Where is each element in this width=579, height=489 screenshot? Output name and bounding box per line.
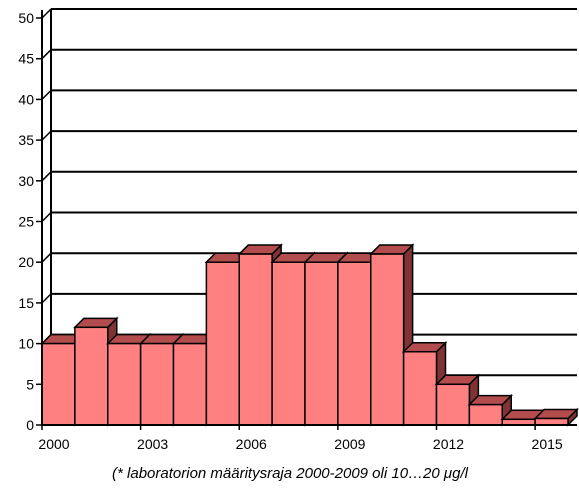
bar-front bbox=[337, 261, 372, 426]
y-tick-label: 20 bbox=[18, 254, 34, 270]
y-tick-label: 50 bbox=[18, 10, 34, 26]
gridline-diagonal bbox=[41, 49, 52, 60]
bar-front bbox=[402, 350, 438, 426]
x-tick-label: 2006 bbox=[236, 436, 267, 452]
x-tick-label: 2003 bbox=[137, 436, 168, 452]
y-tick-label: 45 bbox=[18, 51, 34, 67]
y-tick-label: 10 bbox=[18, 336, 34, 352]
chart-annotation: (* laboratorion määritysraja 2000-2009 o… bbox=[112, 465, 469, 482]
gridline-diagonal bbox=[41, 171, 52, 182]
gridline-diagonal bbox=[41, 293, 52, 304]
y-tick-label: 5 bbox=[26, 376, 34, 392]
y-tick-label: 40 bbox=[18, 91, 34, 107]
bar-front bbox=[238, 253, 273, 426]
bar-front bbox=[304, 261, 339, 426]
bar-front bbox=[435, 383, 471, 426]
bar-front bbox=[74, 326, 109, 426]
x-tick-label: 2009 bbox=[334, 436, 365, 452]
bar-front bbox=[41, 342, 76, 426]
bar-front bbox=[205, 261, 240, 426]
bar-front bbox=[370, 253, 405, 426]
gridline-diagonal bbox=[41, 8, 52, 19]
x-tick-label: 2015 bbox=[532, 436, 563, 452]
bar-front bbox=[172, 342, 208, 426]
x-tick-label: 2012 bbox=[433, 436, 464, 452]
x-tick-label: 2000 bbox=[38, 436, 69, 452]
y-tick-label: 35 bbox=[18, 132, 34, 148]
y-tick-label: 15 bbox=[18, 295, 34, 311]
bar-front bbox=[271, 261, 306, 426]
gridline-diagonal bbox=[41, 252, 52, 263]
y-tick-label: 25 bbox=[18, 214, 34, 230]
y-tick-label: 30 bbox=[18, 173, 34, 189]
gridline-diagonal bbox=[41, 89, 52, 100]
bar-front bbox=[139, 342, 175, 426]
bar-front bbox=[107, 342, 142, 426]
bar-front bbox=[468, 403, 503, 426]
y-tick-label: 0 bbox=[26, 417, 34, 433]
bar-2015 bbox=[533, 407, 579, 427]
gridline-diagonal bbox=[41, 130, 52, 141]
gridline-diagonal bbox=[41, 211, 52, 223]
